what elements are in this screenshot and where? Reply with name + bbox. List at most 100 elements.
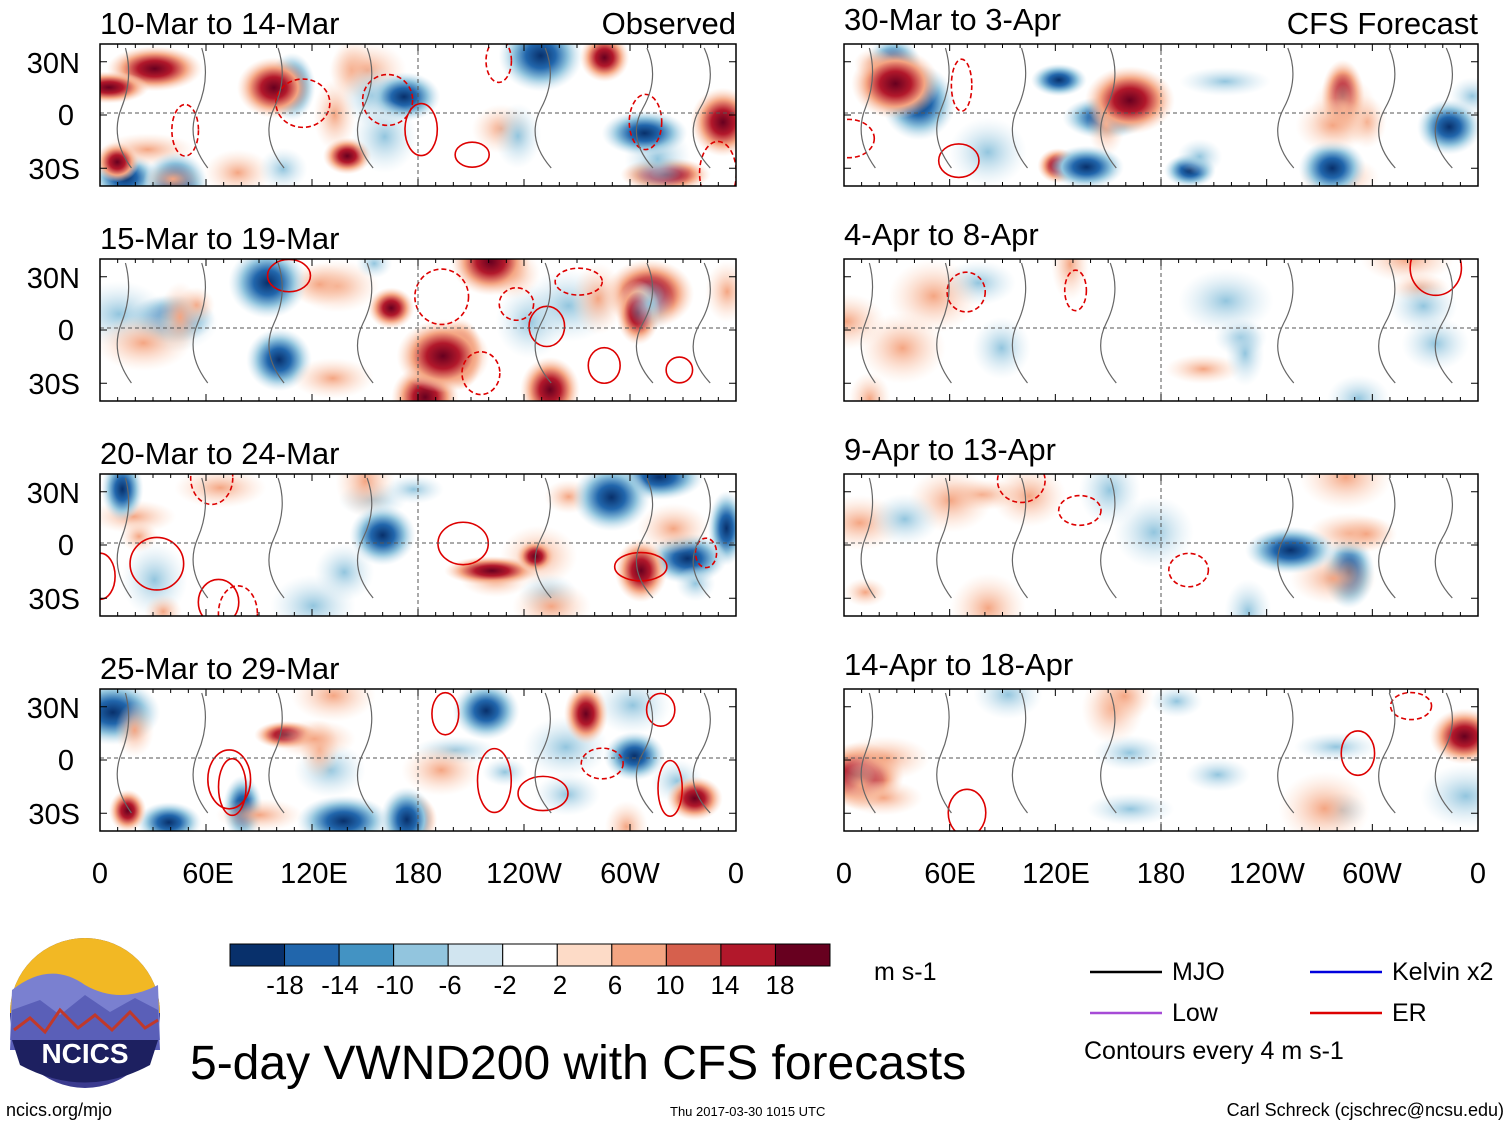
er-contour	[404, 102, 439, 157]
legend-low: Low	[1172, 999, 1218, 1027]
panel-title-4: 25-Mar to 29-Mar	[100, 651, 340, 686]
map-panel-5	[843, 43, 1479, 187]
x-tick-right-0-end: 0	[1469, 858, 1487, 890]
colorbar-label-2: -10	[376, 970, 414, 1000]
anomaly-cell	[115, 702, 155, 758]
anomaly-cell	[203, 149, 272, 186]
x-tick-left-120e: 120E	[280, 858, 348, 890]
er-contour	[645, 692, 676, 727]
x-tick-right-180: 180	[1136, 858, 1186, 890]
er-contour	[946, 271, 987, 313]
er-contour	[1340, 730, 1376, 777]
coastlines	[860, 477, 1454, 599]
anomaly-cell	[1030, 63, 1087, 97]
er-contour	[580, 747, 624, 780]
anomaly-cell	[705, 260, 736, 323]
er-contour	[628, 93, 663, 151]
anomaly-cell	[1048, 145, 1125, 186]
legend-lines	[1090, 970, 1382, 1015]
anomaly-cell	[520, 356, 580, 401]
er-contour	[361, 73, 414, 127]
er-contour	[189, 474, 234, 506]
colorbar-swatch	[284, 943, 340, 967]
er-contour	[844, 118, 876, 159]
er-contour	[937, 143, 980, 179]
anomaly-cell	[950, 573, 1026, 616]
y-tick-30n-p1: 30N	[26, 48, 80, 80]
anomaly-cell	[1299, 474, 1393, 510]
anomaly-cell	[858, 312, 946, 384]
coastlines	[860, 262, 1454, 384]
map-panel-3	[99, 473, 737, 617]
y-tick-30n-p2: 30N	[26, 263, 80, 295]
anomaly-cell	[848, 372, 891, 401]
anomaly-field	[844, 44, 1478, 186]
er-contour	[431, 691, 460, 736]
anomaly-cell	[1429, 708, 1478, 765]
anomaly-cell	[108, 789, 147, 831]
anomaly-cell	[291, 689, 376, 722]
er-contour	[665, 356, 694, 384]
y-tick-0-p4: 0	[57, 745, 74, 777]
y-tick-0-p1: 0	[57, 100, 74, 132]
anomaly-cell	[100, 141, 140, 183]
anomaly-cell	[380, 786, 434, 831]
anomaly-cell	[604, 800, 649, 831]
anomaly-cell	[844, 759, 884, 812]
panel-title-2: 15-Mar to 19-Mar	[100, 221, 340, 256]
y-tick-0-p3: 0	[57, 530, 74, 562]
map-panel-2	[99, 258, 737, 402]
anomaly-cell	[498, 44, 584, 92]
er-contour	[517, 775, 569, 812]
colorbar-label-1: -14	[321, 970, 359, 1000]
anomaly-cell	[1178, 268, 1274, 334]
anomaly-cell	[396, 319, 490, 393]
colorbar-swatch	[665, 943, 722, 967]
er-contour	[275, 78, 331, 129]
anomaly-cell	[1298, 140, 1366, 186]
anomaly-cell	[1179, 66, 1271, 97]
ncics-logo	[10, 938, 160, 1088]
anomaly-cell	[1084, 66, 1175, 135]
footer-url[interactable]: ncics.org/mjo	[6, 1100, 113, 1120]
anomaly-cell	[159, 281, 201, 353]
anomaly-cell	[851, 48, 940, 119]
er-contour	[476, 747, 513, 814]
er-contour	[1063, 269, 1088, 312]
anomaly-cell	[349, 504, 416, 566]
footer-timestamp: Thu 2017-03-30 1015 UTC	[670, 1104, 826, 1119]
anomaly-cell	[636, 503, 710, 555]
anomaly-cell	[1416, 98, 1478, 155]
map-panel-6	[843, 258, 1479, 402]
er-contour	[996, 474, 1046, 504]
y-tick-30s-p4: 30S	[28, 799, 80, 831]
map-panel-7	[843, 473, 1479, 617]
x-tick-left-0-end: 0	[727, 858, 745, 890]
colorbar-swatch	[502, 943, 558, 967]
anomaly-cell	[101, 474, 144, 522]
anomaly-cell	[296, 795, 391, 831]
x-tick-right-120w: 120W	[1229, 858, 1305, 890]
anomaly-cell	[351, 100, 418, 174]
colorbar-swatch	[611, 943, 667, 967]
colorbar-label-7: 10	[655, 970, 685, 1000]
colorbar-label-6: 6	[607, 970, 623, 1000]
er-contour	[1057, 494, 1102, 527]
er-contour	[1389, 691, 1433, 721]
anomaly-cell	[356, 259, 393, 279]
anomaly-field	[844, 474, 1454, 616]
anomaly-cell	[1051, 259, 1090, 302]
anomaly-cell	[236, 57, 312, 119]
anomaly-cell	[100, 71, 150, 104]
legend-mjo: MJO	[1172, 958, 1225, 986]
anomaly-cell	[844, 577, 888, 607]
er-contour	[454, 141, 490, 168]
anomaly-cell	[572, 474, 651, 532]
x-tick-left-60e: 60E	[182, 858, 234, 890]
panel-title-7: 9-Apr to 13-Apr	[844, 432, 1056, 467]
colorbar	[229, 943, 831, 967]
er-contour	[950, 58, 973, 112]
anomaly-cell	[1176, 138, 1223, 175]
er-contour	[129, 536, 185, 591]
x-tick-right-120e: 120E	[1022, 858, 1090, 890]
